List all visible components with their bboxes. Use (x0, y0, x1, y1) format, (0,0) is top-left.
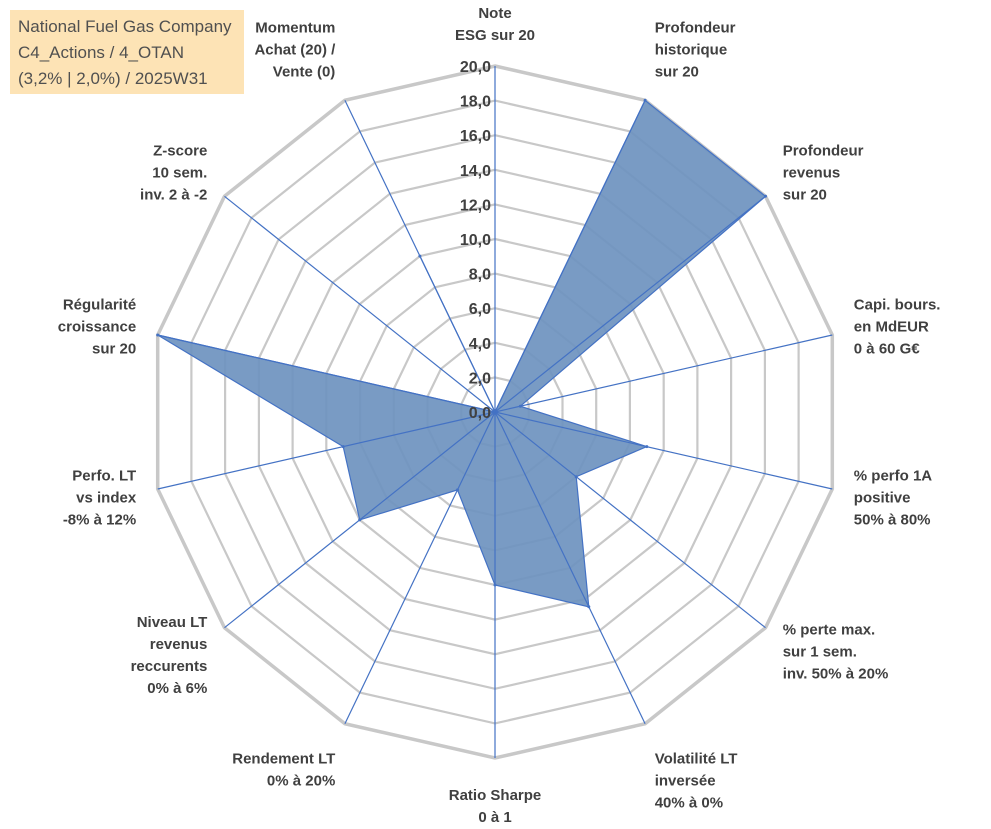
axis-label-line: Capi. bours. (854, 296, 941, 313)
axis-spoke (494, 100, 646, 413)
axis-label: Z-score 10 sem. inv. 2 à -2 (140, 142, 207, 203)
title-box: National Fuel Gas Company C4_Actions / 4… (10, 10, 244, 94)
tick-label: 0,0 (469, 405, 491, 422)
tick-label: 20,0 (460, 59, 491, 76)
axis-label-line: inversée (655, 773, 716, 790)
axis-label-line: 50% à 80% (854, 512, 931, 529)
tick-layer: 0,0 2,0 4,0 6,0 8,0 10,0 12,0 14,0 16,0 18,0 20,0 (460, 59, 491, 422)
axis-spoke (224, 411, 496, 629)
axis-label-line: Ratio Sharpe (449, 787, 542, 804)
tick-label: 16,0 (460, 128, 491, 145)
axis-label-line: Perfo. LT (72, 468, 136, 485)
axis-spoke (157, 411, 496, 490)
axis-label: % perfo 1A positive 50% à 80% (854, 468, 933, 529)
axis-label: Profondeur historique sur 20 (655, 19, 736, 80)
axis-label-line: 0 à 1 (478, 809, 511, 826)
tick-label: 4,0 (469, 336, 491, 353)
tick-label: 8,0 (469, 267, 491, 284)
title-line-3: (3,2% | 2,0%) / 2025W31 (18, 69, 208, 88)
axis-spoke (224, 195, 496, 413)
axis-label-line: ESG sur 20 (455, 27, 535, 44)
tick-label: 12,0 (460, 197, 491, 214)
tick-label: 14,0 (460, 163, 491, 180)
axis-label-line: 10 sem. (152, 164, 207, 181)
axis-spoke (494, 411, 833, 490)
axis-label: Régularité croissance sur 20 (58, 296, 136, 357)
axis-label-line: Achat (20) / (254, 41, 336, 58)
axis-label-line: % perte max. (783, 622, 876, 639)
axis-label: Volatilité LT inversée 40% à 0% (655, 751, 738, 812)
title-line-1: National Fuel Gas Company (18, 17, 232, 36)
axis-label-line: sur 20 (783, 186, 827, 203)
axis-label: Momentum Achat (20) / Vente (0) (254, 19, 336, 80)
axis-label-line: croissance (58, 318, 136, 335)
axis-label-line: reccurents (131, 658, 208, 675)
axis-label-line: Profondeur (655, 19, 736, 36)
axis-label: Rendement LT 0% à 20% (232, 751, 335, 790)
axis-label: Ratio Sharpe 0 à 1 (449, 787, 542, 826)
axis-spoke (494, 195, 766, 413)
axis-label: Niveau LT revenus reccurents 0% à 6% (131, 614, 208, 697)
axis-label-line: Note (478, 5, 511, 22)
axis-label-line: Profondeur (783, 142, 864, 159)
tick-label: 2,0 (469, 370, 491, 387)
axis-label-line: sur 1 sem. (783, 644, 857, 661)
axis-label-line: revenus (150, 636, 208, 653)
axis-label-line: Momentum (255, 19, 335, 36)
axis-label-line: Régularité (63, 296, 136, 313)
axis-label-line: vs index (76, 490, 137, 507)
axis-spoke (494, 334, 833, 413)
axis-label-line: sur 20 (92, 340, 136, 357)
tick-label: 18,0 (460, 94, 491, 111)
axis-label: Capi. bours. en MdEUR 0 à 60 G€ (854, 296, 941, 357)
axis-label-line: positive (854, 490, 911, 507)
title-line-2: C4_Actions / 4_OTAN (18, 43, 184, 62)
tick-label: 6,0 (469, 301, 491, 318)
axis-label-line: Niveau LT (137, 614, 208, 631)
axis-label-line: Z-score (153, 142, 207, 159)
axis-label: Perfo. LT vs index -8% à 12% (63, 468, 137, 529)
axis-spoke (494, 411, 766, 629)
spoke-layer (157, 66, 833, 758)
axis-label: Note ESG sur 20 (455, 5, 535, 44)
tick-label: 10,0 (460, 232, 491, 249)
axis-label-line: 0% à 6% (147, 680, 207, 697)
axis-label-line: inv. 2 à -2 (140, 186, 207, 203)
axis-label-line: sur 20 (655, 63, 699, 80)
axis-label-line: 0 à 60 G€ (854, 340, 921, 357)
axis-label: % perte max. sur 1 sem. inv. 50% à 20% (783, 622, 889, 683)
axis-label-line: Volatilité LT (655, 751, 738, 768)
axis-label-line: Rendement LT (232, 751, 335, 768)
axis-label-line: % perfo 1A (854, 468, 933, 485)
axis-label-line: -8% à 12% (63, 512, 136, 529)
axis-spoke (494, 411, 646, 724)
axis-label-line: en MdEUR (854, 318, 929, 335)
axis-label-line: Vente (0) (273, 63, 336, 80)
axis-label-line: 40% à 0% (655, 795, 723, 812)
axis-label-line: 0% à 20% (267, 773, 335, 790)
axis-spoke (344, 100, 496, 413)
axis-label-line: revenus (783, 164, 841, 181)
label-layer: Note ESG sur 20 Profondeur historique sur 20… (58, 5, 941, 826)
axis-label-line: historique (655, 41, 728, 58)
axis-label: Profondeur revenus sur 20 (783, 142, 864, 203)
axis-label-line: inv. 50% à 20% (783, 666, 889, 683)
axis-spoke (344, 411, 496, 724)
axis-spoke (157, 334, 496, 413)
